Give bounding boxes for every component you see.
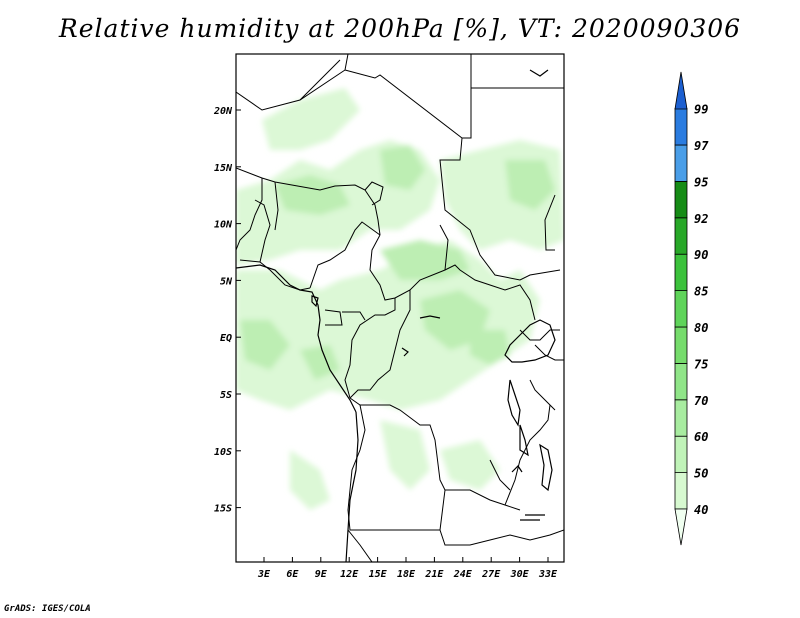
colorbar-box — [674, 180, 688, 219]
colorbar-legend: 40 50 60 70 75 80 85 90 92 95 97 99 — [674, 71, 709, 546]
lon-tick-label: 21E — [424, 569, 444, 580]
colorbar-label: 60 — [694, 430, 708, 444]
map-frame — [235, 53, 565, 563]
lat-tick-label: 20N — [213, 106, 233, 117]
lat-tick-label: 5S — [220, 390, 232, 401]
lon-tick-label: 3E — [257, 569, 271, 580]
lon-tick-label: 6E — [286, 569, 299, 580]
colorbar-label: 95 — [694, 175, 708, 189]
colorbar-label: 99 — [694, 103, 708, 117]
lat-tick-label: 10N — [214, 220, 233, 231]
colorbar-box — [674, 217, 688, 255]
lon-tick-label: 12E — [340, 569, 359, 580]
lon-tick-label: 18E — [397, 569, 416, 580]
lat-tick-label: 15N — [214, 163, 233, 174]
lat-tick-label: EQ — [220, 333, 232, 344]
colorbar-label: 85 — [694, 285, 708, 299]
colorbar-box — [674, 108, 688, 146]
lon-tick-label: 24E — [453, 569, 473, 580]
colorbar-box — [674, 144, 688, 182]
colorbar-box — [674, 399, 688, 437]
colorbar-box — [674, 362, 688, 401]
colorbar-box — [674, 326, 688, 364]
lon-tick-label: 30E — [510, 569, 530, 580]
colorbar-label: 97 — [694, 139, 709, 153]
colorbar-label: 75 — [694, 357, 708, 371]
colorbar-label: 80 — [694, 321, 708, 335]
colorbar-box — [674, 290, 688, 328]
lat-tick-label: 15S — [214, 504, 232, 515]
lon-tick-label: 15E — [369, 569, 388, 580]
lat-tick-label: 5N — [220, 276, 233, 287]
grads-credit: GrADS: IGES/COLA — [4, 604, 91, 614]
lon-tick-label: 27E — [481, 569, 501, 580]
country-borders — [236, 54, 564, 562]
colorbar-box — [674, 472, 688, 510]
map-title: Relative humidity at 200hPa [%], VT: 202… — [58, 14, 742, 43]
longitude-axis: 3E 6E 9E 12E 15E 18E 21E 24E 27E 30E 33E — [257, 557, 558, 580]
lon-tick-label: 9E — [315, 569, 328, 580]
humidity-field — [236, 88, 564, 510]
latitude-axis: 20N 15N 10N 5N EQ 5S 10S 15S — [213, 106, 241, 515]
coastlines-and-lakes — [236, 69, 556, 562]
colorbar-label: 40 — [694, 503, 708, 517]
colorbar-label: 50 — [694, 467, 708, 481]
lon-tick-label: 33E — [538, 569, 558, 580]
lat-tick-label: 10S — [214, 447, 232, 458]
colorbar-box — [674, 435, 688, 474]
colorbar-label: 90 — [694, 248, 708, 262]
colorbar-box — [674, 253, 688, 291]
colorbar-label: 92 — [694, 212, 708, 226]
colorbar-lower-extend — [674, 508, 688, 546]
colorbar-label: 70 — [694, 394, 708, 408]
colorbar-upper-extend — [674, 71, 688, 110]
